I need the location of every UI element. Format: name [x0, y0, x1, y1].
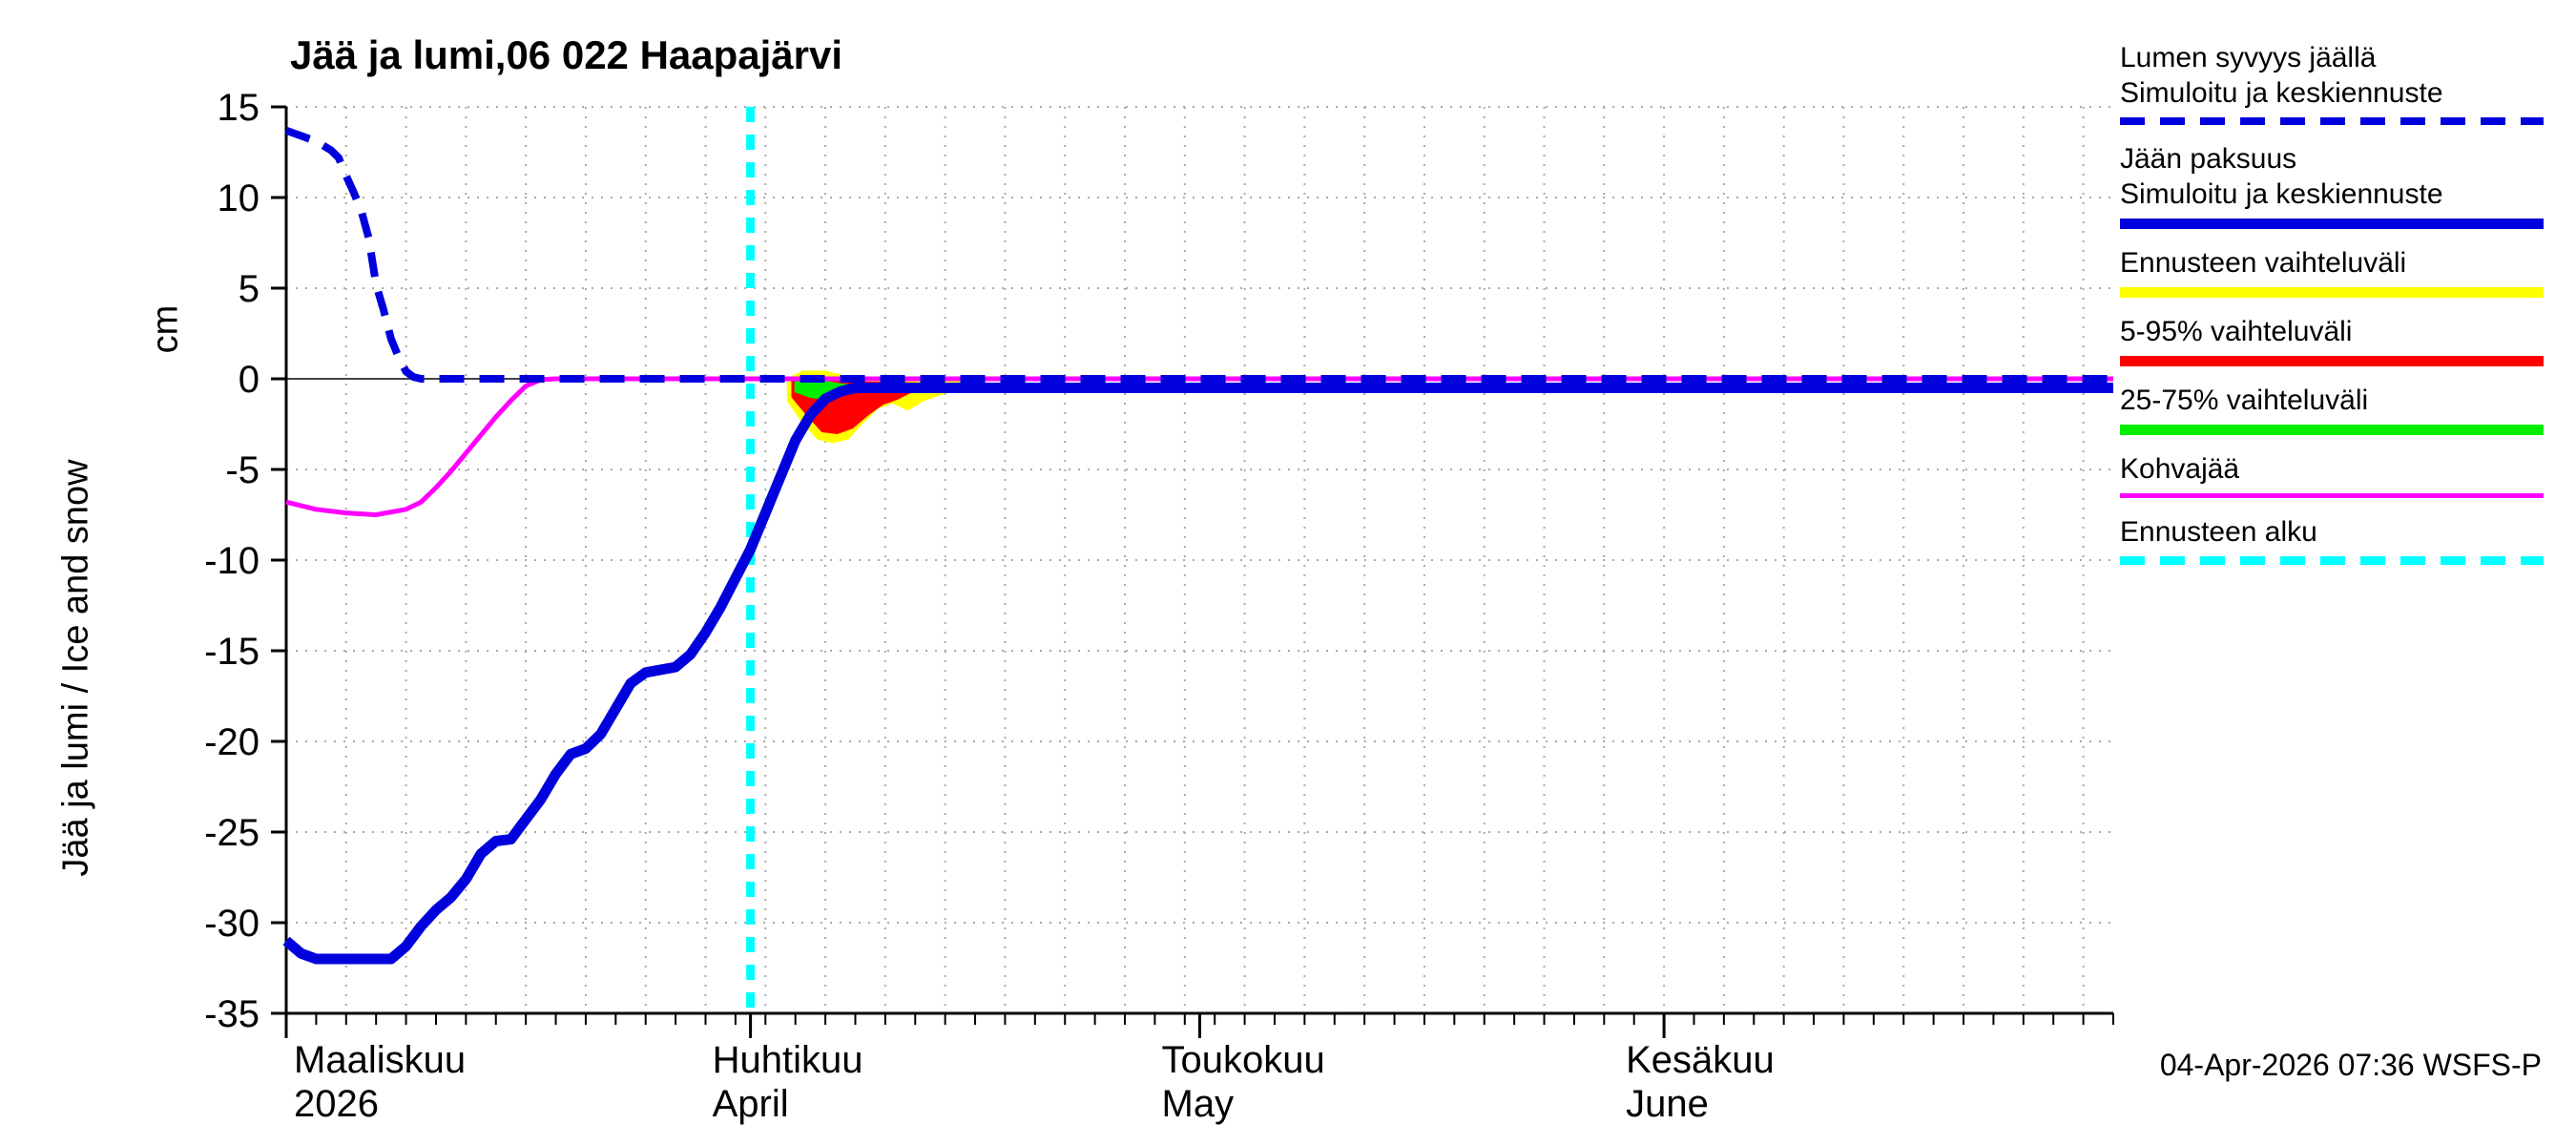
timestamp: 04-Apr-2026 07:36 WSFS-P: [2159, 1048, 2542, 1082]
legend-label: Ennusteen vaihteluväli: [2120, 247, 2407, 279]
chart-title: Jää ja lumi,06 022 Haapajärvi: [290, 32, 843, 77]
month-label-fi: Toukokuu: [1162, 1039, 1325, 1081]
legend-sample-line: [2120, 356, 2544, 366]
series-line-0: [282, 383, 2113, 965]
month-label-en: 2026: [294, 1083, 379, 1125]
legend-sample-line: [2120, 425, 2544, 435]
y-tick-label: 0: [239, 359, 260, 401]
legend-label: Ennusteen alku: [2120, 516, 2317, 548]
legend-label: Jään paksuus: [2120, 143, 2297, 175]
legend-sample-line: [2120, 493, 2544, 498]
legend-item-6: Ennusteen alku: [2120, 514, 2544, 565]
legend-item-1: Jään paksuus Simuloitu ja keskiennuste: [2120, 141, 2544, 229]
y-tick-label: -15: [204, 631, 260, 673]
month-label-en: April: [713, 1083, 789, 1125]
legend-sample-line: [2120, 219, 2544, 229]
legend-label: Kohvajää: [2120, 453, 2240, 485]
y-tick-label: -10: [204, 540, 260, 582]
legend-sample-line: [2120, 556, 2544, 565]
series-line-1: [285, 376, 2113, 517]
y-tick-label: -20: [204, 721, 260, 763]
y-tick-label: 15: [218, 87, 260, 129]
legend-label: Simuloitu ja keskiennuste: [2120, 178, 2443, 210]
month-label-fi: Kesäkuu: [1626, 1039, 1775, 1081]
legend: Lumen syvyys jäällä Simuloitu ja keskienn…: [2120, 40, 2544, 581]
legend-sample-line: [2120, 117, 2544, 125]
y-tick-label: 5: [239, 268, 260, 310]
legend-item-5: Kohvajää: [2120, 451, 2544, 498]
series-line-2: [284, 126, 2113, 383]
month-label-fi: Maaliskuu: [294, 1039, 466, 1081]
legend-sample-line: [2120, 287, 2544, 298]
legend-item-3: 5-95% vaihteluväli: [2120, 314, 2544, 366]
y-tick-label: -5: [225, 449, 260, 491]
month-label-en: May: [1162, 1083, 1235, 1125]
legend-item-4: 25-75% vaihteluväli: [2120, 383, 2544, 435]
month-label-en: June: [1626, 1083, 1709, 1125]
legend-item-2: Ennusteen vaihteluväli: [2120, 245, 2544, 298]
y-axis-label: Jää ja lumi / Ice and snow: [55, 459, 96, 877]
y-axis-unit: cm: [145, 304, 186, 354]
legend-label: Lumen syvyys jäällä: [2120, 42, 2377, 73]
y-tick-label: -35: [204, 993, 260, 1035]
y-tick-label: 10: [218, 177, 260, 219]
month-label-fi: Huhtikuu: [713, 1039, 863, 1081]
y-tick-label: -30: [204, 903, 260, 945]
y-tick-label: -25: [204, 812, 260, 854]
legend-item-0: Lumen syvyys jäällä Simuloitu ja keskienn…: [2120, 40, 2544, 125]
legend-label: 5-95% vaihteluväli: [2120, 316, 2353, 347]
legend-label: Simuloitu ja keskiennuste: [2120, 77, 2443, 109]
legend-label: 25-75% vaihteluväli: [2120, 385, 2369, 416]
